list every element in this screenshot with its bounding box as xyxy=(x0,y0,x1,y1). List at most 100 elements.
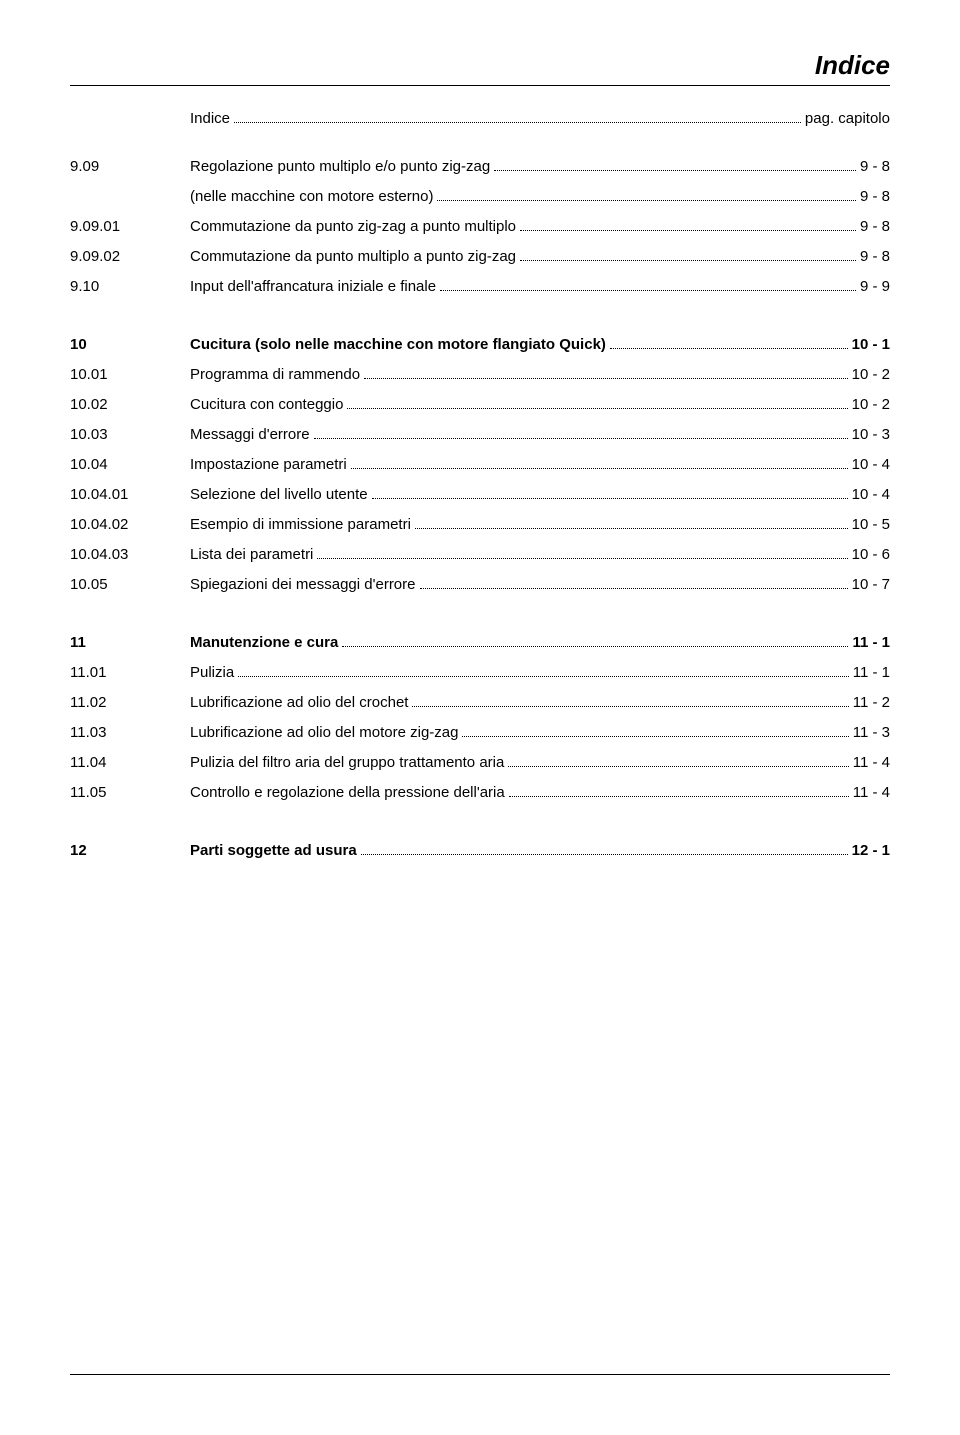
toc-row: 9.09Regolazione punto multiplo e/o punto… xyxy=(70,155,890,179)
toc-row: 11.03Lubrificazione ad olio del motore z… xyxy=(70,721,890,745)
toc-page: 10 - 3 xyxy=(852,423,890,447)
toc-page: 9 - 8 xyxy=(860,185,890,209)
toc-dots xyxy=(372,498,848,499)
toc-text: Programma di rammendo xyxy=(190,363,360,387)
toc-text: Pulizia del filtro aria del gruppo tratt… xyxy=(190,751,504,775)
toc-text: Spiegazioni dei messaggi d'errore xyxy=(190,573,416,597)
toc-dots xyxy=(317,558,847,559)
toc-ref: 10.05 xyxy=(70,573,190,597)
toc-row: 10.04.03Lista dei parametri 10 - 6 xyxy=(70,543,890,567)
toc-page: 11 - 1 xyxy=(853,661,890,685)
toc-page: 10 - 1 xyxy=(852,333,890,357)
toc-row: 11Manutenzione e cura 11 - 1 xyxy=(70,631,890,655)
toc-row: 9.10Input dell'affrancatura iniziale e f… xyxy=(70,275,890,299)
toc-text: Cucitura (solo nelle macchine con motore… xyxy=(190,333,606,357)
toc-dots xyxy=(520,260,856,261)
toc-ref: 9.09 xyxy=(70,155,190,179)
toc-header: Indice pag. capitolo xyxy=(70,110,890,127)
toc-dots xyxy=(610,348,848,349)
toc-page: 11 - 3 xyxy=(853,721,890,745)
toc-ref: 10.01 xyxy=(70,363,190,387)
toc-ref: 10.04.01 xyxy=(70,483,190,507)
toc-text: Regolazione punto multiplo e/o punto zig… xyxy=(190,155,490,179)
toc-text: Cucitura con conteggio xyxy=(190,393,343,417)
toc-text: Esempio di immissione parametri xyxy=(190,513,411,537)
toc-text: Messaggi d'errore xyxy=(190,423,310,447)
toc-row: 10.05Spiegazioni dei messaggi d'errore 10… xyxy=(70,573,890,597)
toc-row: 9.09.02Commutazione da punto multiplo a … xyxy=(70,245,890,269)
toc-page: 10 - 5 xyxy=(852,513,890,537)
toc-dots xyxy=(342,646,848,647)
toc-dots xyxy=(351,468,848,469)
toc-dots xyxy=(494,170,856,171)
toc-text: Lubrificazione ad olio del crochet xyxy=(190,691,408,715)
title-rule xyxy=(70,85,890,86)
toc-row: 10.03Messaggi d'errore 10 - 3 xyxy=(70,423,890,447)
toc-row: 11.01Pulizia11 - 1 xyxy=(70,661,890,685)
toc-page: 11 - 1 xyxy=(852,631,890,655)
toc-dots xyxy=(415,528,848,529)
toc-ref: 11.05 xyxy=(70,781,190,805)
section-gap xyxy=(70,603,890,631)
toc-dots xyxy=(437,200,856,201)
toc-page: 11 - 4 xyxy=(853,751,890,775)
bottom-rule xyxy=(70,1374,890,1375)
toc-row: 10.04Impostazione parametri10 - 4 xyxy=(70,453,890,477)
toc-text: Lista dei parametri xyxy=(190,543,313,567)
toc-dots xyxy=(412,706,848,707)
toc-body: 9.09Regolazione punto multiplo e/o punto… xyxy=(70,155,890,863)
toc-dots xyxy=(440,290,856,291)
toc-page: 10 - 7 xyxy=(852,573,890,597)
toc-page: 10 - 6 xyxy=(852,543,890,567)
toc-row: 11.04Pulizia del filtro aria del gruppo … xyxy=(70,751,890,775)
toc-dots xyxy=(520,230,856,231)
toc-page: 9 - 8 xyxy=(860,215,890,239)
toc-header-right: pag. capitolo xyxy=(805,110,890,127)
toc-dots xyxy=(314,438,848,439)
section-gap xyxy=(70,811,890,839)
toc-page: 10 - 2 xyxy=(852,363,890,387)
toc-text: Impostazione parametri xyxy=(190,453,347,477)
toc-ref: 11 xyxy=(70,631,190,655)
toc-ref: 10 xyxy=(70,333,190,357)
toc-row: 12Parti soggette ad usura 12 - 1 xyxy=(70,839,890,863)
toc-ref: 9.09.01 xyxy=(70,215,190,239)
section-gap xyxy=(70,305,890,333)
toc-row: 10Cucitura (solo nelle macchine con moto… xyxy=(70,333,890,357)
toc-dots xyxy=(420,588,848,589)
toc-row: 10.01Programma di rammendo 10 - 2 xyxy=(70,363,890,387)
toc-text: Parti soggette ad usura xyxy=(190,839,357,863)
toc-dots xyxy=(364,378,848,379)
toc-text: Manutenzione e cura xyxy=(190,631,338,655)
toc-text: Controllo e regolazione della pressione … xyxy=(190,781,505,805)
toc-ref: 9.10 xyxy=(70,275,190,299)
toc-text: Lubrificazione ad olio del motore zig-za… xyxy=(190,721,458,745)
toc-text: Input dell'affrancatura iniziale e final… xyxy=(190,275,436,299)
toc-page: 11 - 2 xyxy=(853,691,890,715)
toc-ref: 10.03 xyxy=(70,423,190,447)
toc-dots xyxy=(508,766,848,767)
toc-page: 9 - 9 xyxy=(860,275,890,299)
toc-page: 12 - 1 xyxy=(852,839,890,863)
toc-row: 11.05Controllo e regolazione della press… xyxy=(70,781,890,805)
toc-dots xyxy=(361,854,848,855)
toc-ref: 11.02 xyxy=(70,691,190,715)
toc-header-left: Indice xyxy=(190,110,230,127)
toc-dots xyxy=(509,796,849,797)
toc-page: 10 - 2 xyxy=(852,393,890,417)
toc-ref: 9.09.02 xyxy=(70,245,190,269)
toc-ref: 10.02 xyxy=(70,393,190,417)
toc-dots xyxy=(347,408,847,409)
toc-ref: 10.04 xyxy=(70,453,190,477)
toc-text: Selezione del livello utente xyxy=(190,483,368,507)
toc-dots xyxy=(462,736,848,737)
toc-row: 11.02Lubrificazione ad olio del crochet 1… xyxy=(70,691,890,715)
toc-ref: 11.04 xyxy=(70,751,190,775)
toc-page: 9 - 8 xyxy=(860,155,890,179)
toc-row: (nelle macchine con motore esterno)9 - 8 xyxy=(70,185,890,209)
page-title: Indice xyxy=(70,50,890,81)
toc-dots xyxy=(238,676,849,677)
toc-ref: 10.04.03 xyxy=(70,543,190,567)
toc-ref: 12 xyxy=(70,839,190,863)
toc-text: Commutazione da punto multiplo a punto z… xyxy=(190,245,516,269)
